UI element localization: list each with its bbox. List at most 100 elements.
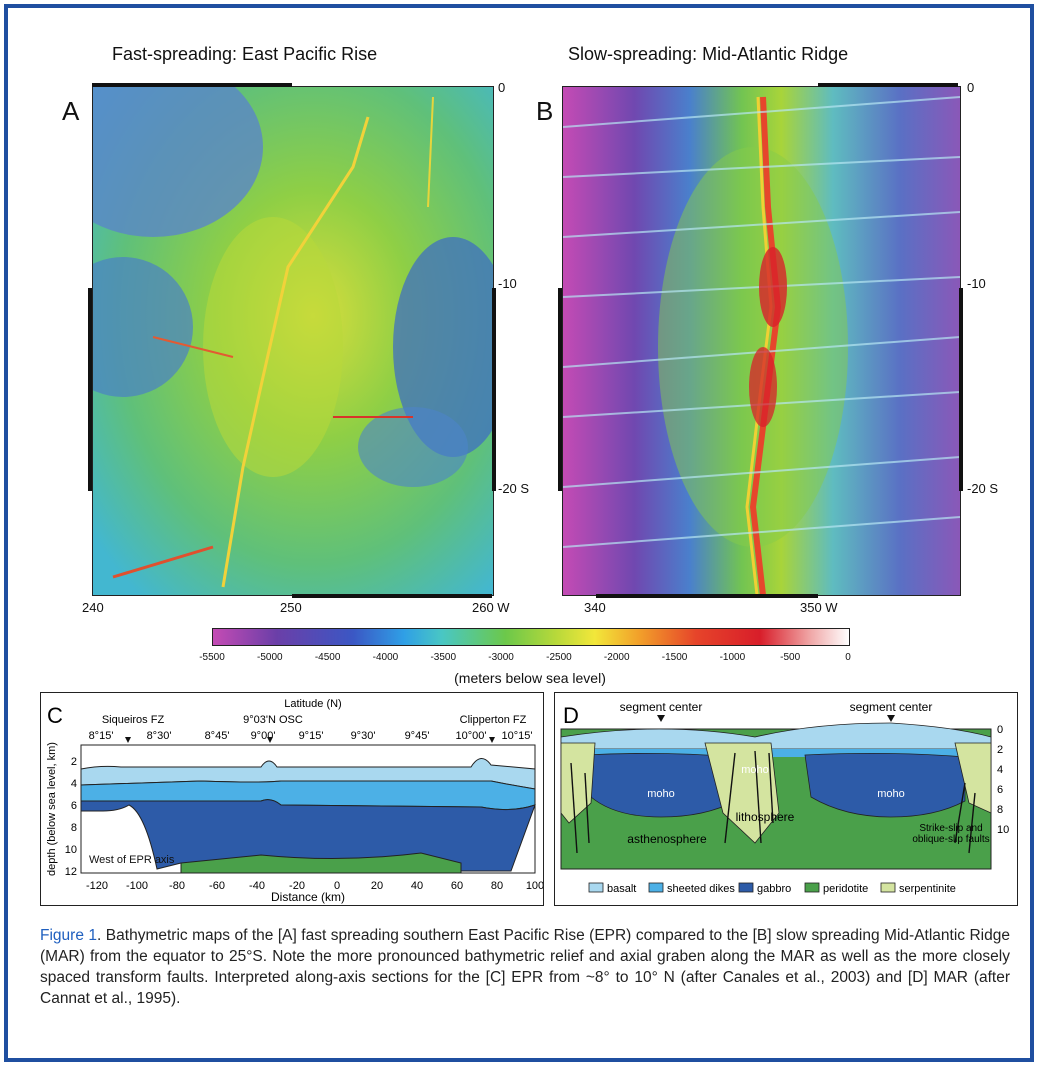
map-a-lon-tick: 240 <box>82 600 104 615</box>
depth-tick: 6 <box>71 800 77 812</box>
osc-marker-icon <box>267 737 273 743</box>
depth-tick: 12 <box>65 866 77 878</box>
distance-tick: -60 <box>209 880 225 892</box>
colorbar-tick: -4500 <box>314 652 341 663</box>
panel-b-letter: B <box>536 96 554 126</box>
lat-tick: 10°00' <box>456 730 487 742</box>
moho-label: moho <box>877 788 905 800</box>
map-a-lon-tick: 260 W <box>472 600 510 615</box>
distance-tick: 80 <box>491 880 503 892</box>
colorbar-tick: -1500 <box>661 652 688 663</box>
legend-label: gabbro <box>757 883 791 895</box>
caption-text: . Bathymetric maps of the [A] fast sprea… <box>40 927 1010 1007</box>
legend-label: serpentinite <box>899 883 956 895</box>
panel-a-letter: A <box>62 96 80 126</box>
colorbar-tick: -500 <box>780 652 801 663</box>
distance-tick: -20 <box>289 880 305 892</box>
map-b-scale-right <box>959 288 963 491</box>
moho-label: moho <box>741 764 769 776</box>
lat-tick: 9°00' <box>251 730 276 742</box>
panel-d-mar-section: D segment center segment center moho moh… <box>554 692 1018 906</box>
colorbar-tick: -4000 <box>372 652 399 663</box>
colorbar-tick: -2500 <box>546 652 572 663</box>
distance-tick: -120 <box>86 880 108 892</box>
distance-tick: -40 <box>249 880 265 892</box>
legend-swatch-sheeted-dikes <box>648 882 664 893</box>
depth-tick: 8 <box>997 804 1003 816</box>
lat-tick: 9°45' <box>405 730 430 742</box>
map-b-scale-top <box>818 83 958 87</box>
legend-label: basalt <box>607 883 636 895</box>
lat-tick: 8°30' <box>147 730 172 742</box>
osc-label: 9°03'N OSC <box>243 714 303 726</box>
distance-tick: -100 <box>126 880 148 892</box>
colorbar-tick: 0 <box>845 652 851 663</box>
clipperton-label: Clipperton FZ <box>460 714 527 726</box>
panel-c-y-label: depth (below sea level, km) <box>46 742 58 876</box>
asthenosphere-label: asthenosphere <box>627 832 707 846</box>
depth-tick: 2 <box>997 744 1003 756</box>
depth-tick: 4 <box>71 778 77 790</box>
depth-tick: 6 <box>997 784 1003 796</box>
colorbar-tick: -3000 <box>488 652 514 663</box>
legend-swatch-gabbro <box>738 882 754 893</box>
distance-tick: 0 <box>334 880 340 892</box>
map-b-lat-tick: -20 S <box>967 481 999 496</box>
panel-c-epr-section: C Latitude (N) Siqueiros FZ 9°03'N OSC C… <box>40 692 544 906</box>
map-a-scale-right <box>492 288 496 491</box>
faults-label: oblique-slip faults <box>912 834 989 845</box>
legend-label: peridotite <box>823 883 868 895</box>
legend-swatch-basalt <box>588 882 604 893</box>
osc-marker-icon <box>125 737 131 743</box>
colorbar-tick: -3500 <box>430 652 457 663</box>
panel-b-title: Slow-spreading: Mid-Atlantic Ridge <box>568 44 849 64</box>
segment-center-label: segment center <box>620 700 703 714</box>
rock-legend: basalt sheeted dikes gabbro peridotite s… <box>588 882 956 895</box>
map-a-lon-tick: 250 <box>280 600 302 615</box>
map-a-lat-tick: -10 <box>498 276 517 291</box>
map-a-scale-left <box>88 288 92 491</box>
depth-tick: 10 <box>65 844 77 856</box>
map-b-lon-tick: 340 <box>584 600 606 615</box>
lat-tick: 9°15' <box>299 730 324 742</box>
depth-tick: 10 <box>997 824 1009 836</box>
moho-label: moho <box>647 788 675 800</box>
segment-center-label: segment center <box>850 700 933 714</box>
colorbar-label: (meters below sea level) <box>454 670 606 686</box>
lat-tick: 8°15' <box>89 730 114 742</box>
distance-tick: -80 <box>169 880 185 892</box>
segment-center-marker-icon <box>657 715 665 722</box>
osc-marker-icon <box>489 737 495 743</box>
mar-bathymetry-map <box>562 86 961 596</box>
siqueiros-label: Siqueiros FZ <box>102 714 165 726</box>
map-b-scale-left <box>558 288 562 491</box>
west-annotation: West of EPR axis <box>89 854 175 866</box>
caption-lead: Figure 1 <box>40 927 98 944</box>
colorbar-tick: -5000 <box>257 652 283 663</box>
map-a-scale-top <box>92 83 292 87</box>
map-a-lat-tick: 0 <box>498 80 506 95</box>
map-a-scale-bottom <box>292 594 492 598</box>
map-b-lat-tick: -10 <box>967 276 986 291</box>
panel-c-letter: C <box>47 703 63 728</box>
map-b-lat-tick: 0 <box>967 80 975 95</box>
distance-tick: 40 <box>411 880 423 892</box>
panel-c-top-axis-title: Latitude (N) <box>284 698 341 710</box>
panel-c-x-label: Distance (km) <box>271 890 345 904</box>
map-a-lat-tick: -20 S <box>498 481 530 496</box>
panel-a-title: Fast-spreading: East Pacific Rise <box>112 44 378 64</box>
depth-tick: 4 <box>997 764 1003 776</box>
figure-caption: Figure 1. Bathymetric maps of the [A] fa… <box>40 925 1010 1009</box>
depth-tick: 2 <box>71 756 77 768</box>
distance-tick: 20 <box>371 880 383 892</box>
map-b-lon-tick: 350 W <box>800 600 838 615</box>
depth-tick: 8 <box>71 822 77 834</box>
colorbar-tick: -5500 <box>199 652 225 663</box>
depth-tick: 0 <box>997 724 1003 736</box>
distance-tick: 100 <box>526 880 543 892</box>
lithosphere-label: lithosphere <box>736 810 795 824</box>
legend-swatch-peridotite <box>804 882 820 893</box>
lat-tick: 9°30' <box>351 730 376 742</box>
colorbar-tick: -1000 <box>719 652 746 663</box>
lat-tick: 8°45' <box>205 730 230 742</box>
